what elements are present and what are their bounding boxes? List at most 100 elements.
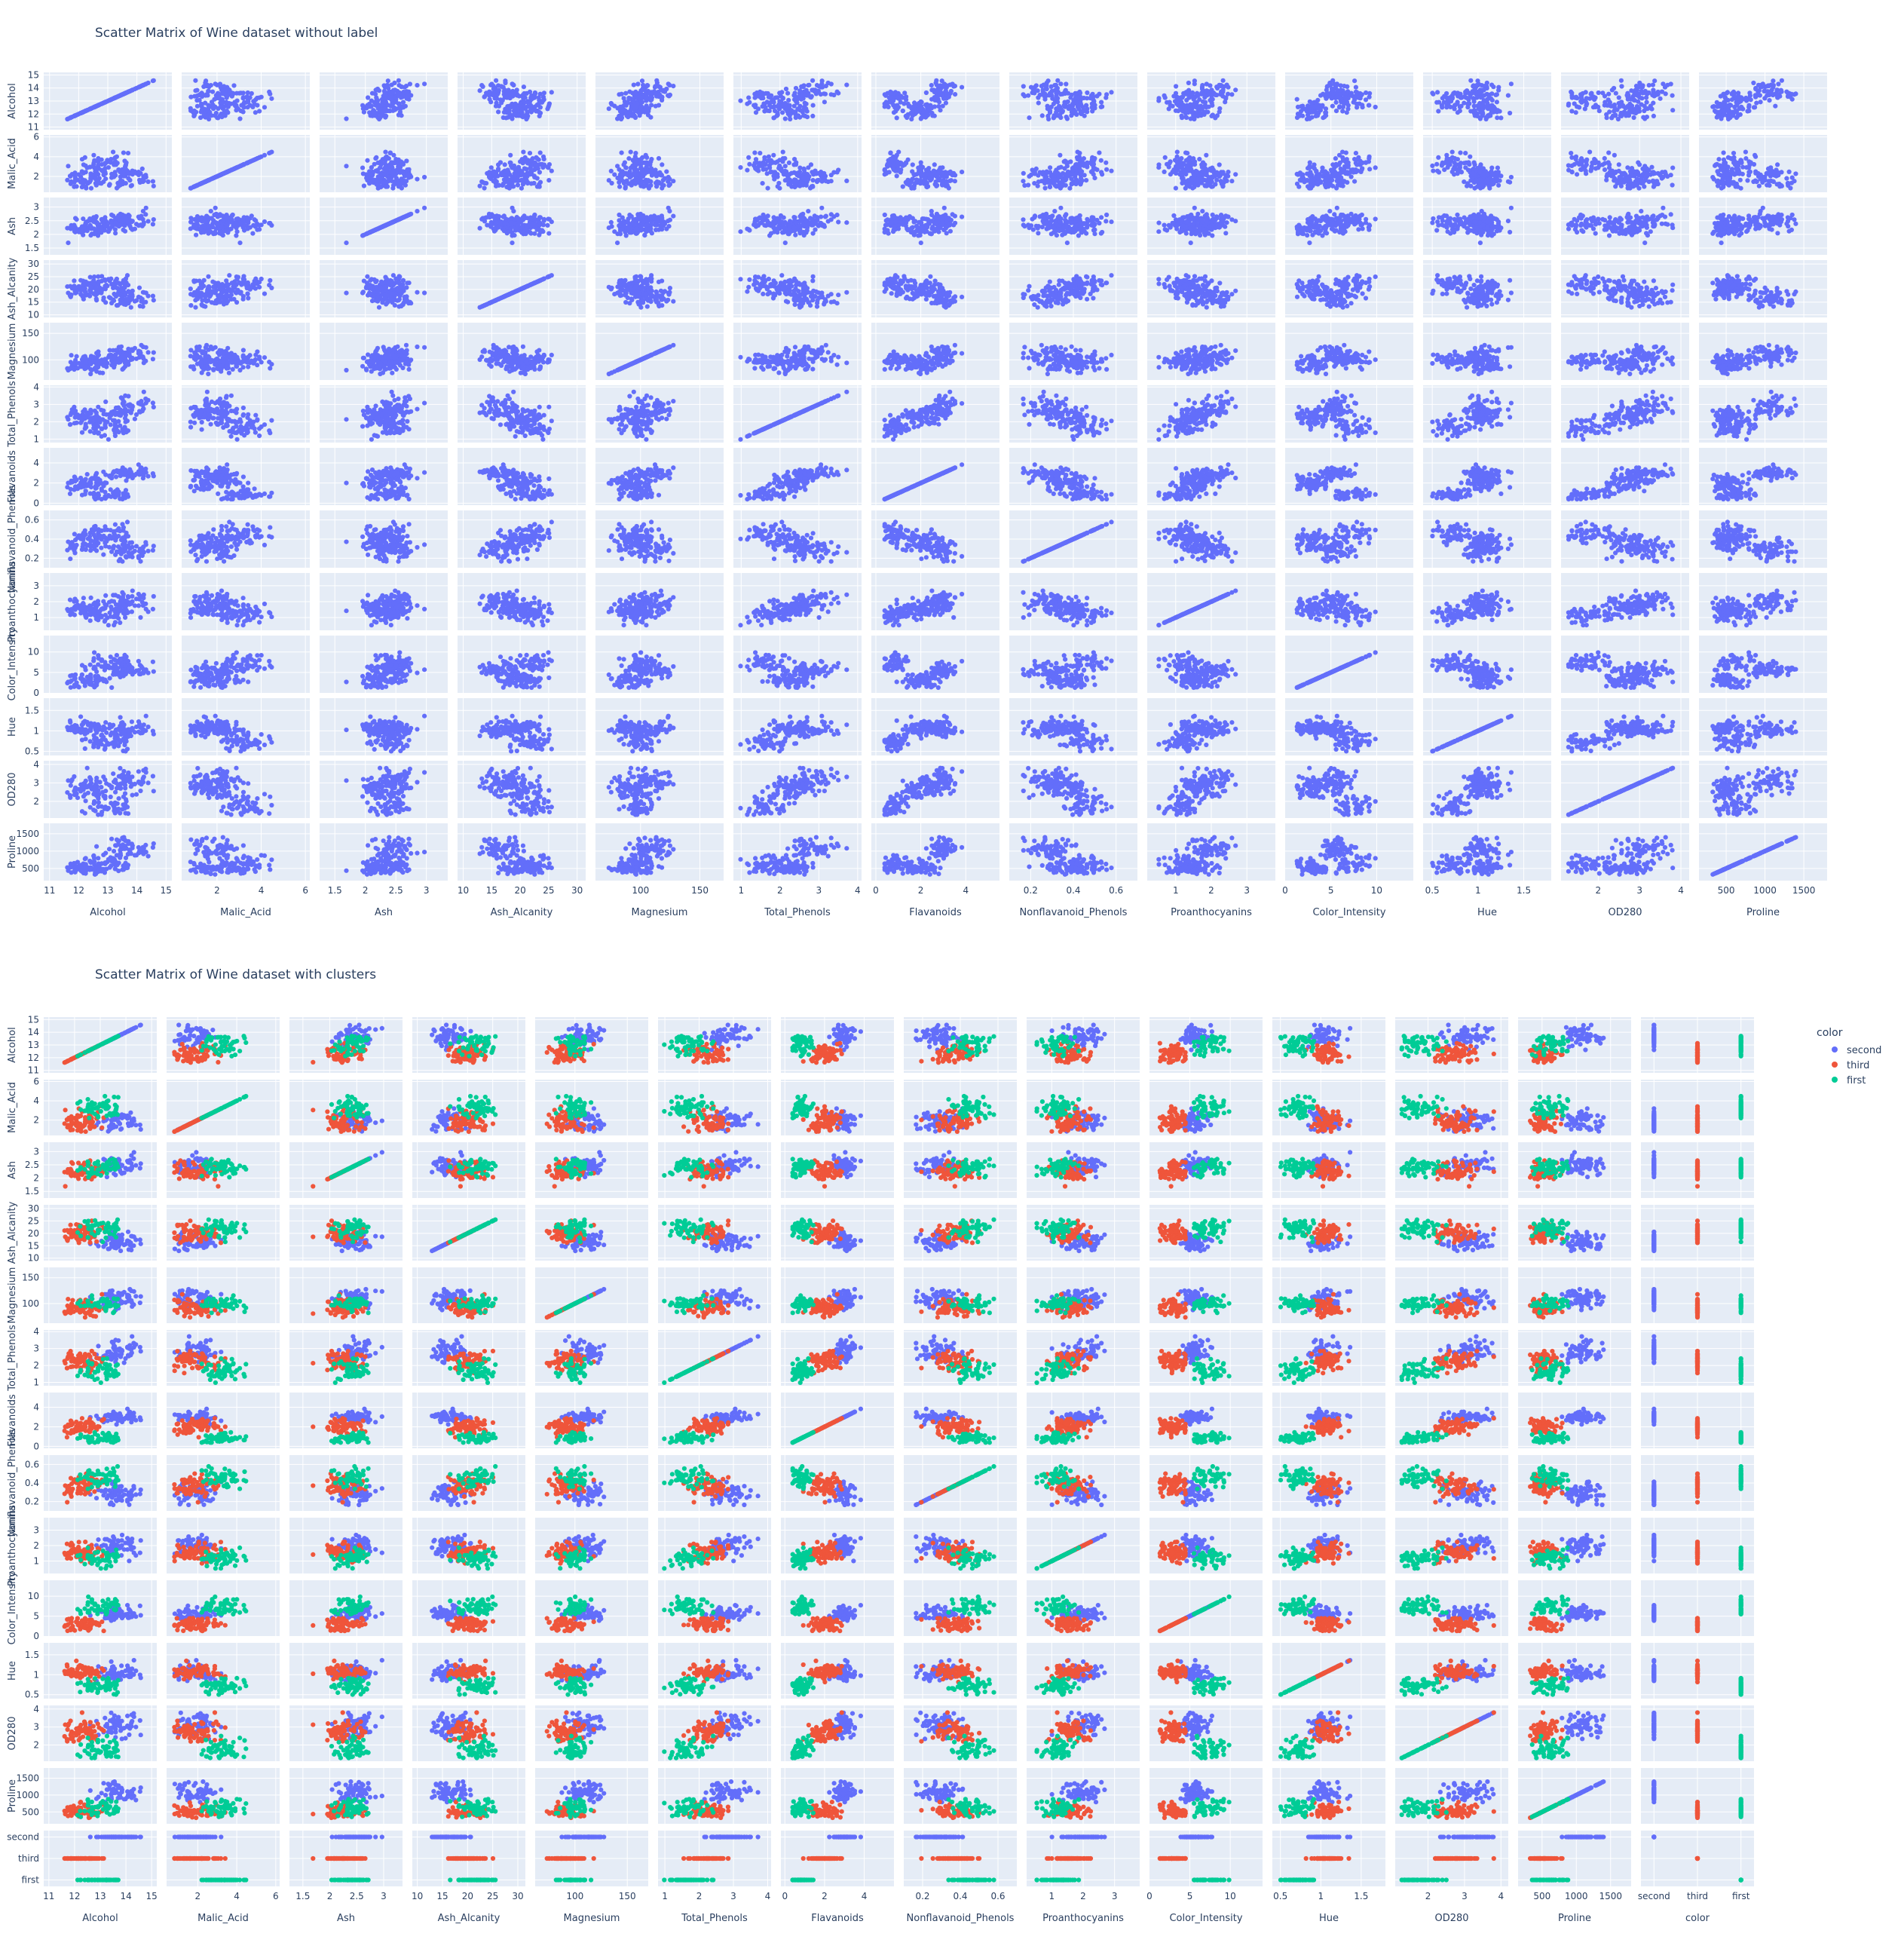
data-point-wine	[934, 78, 938, 83]
data-point-wine	[610, 103, 614, 107]
data-point-wine	[1054, 110, 1058, 115]
data-point-wine	[760, 90, 764, 95]
data-point-wine	[911, 109, 915, 114]
data-point-wine	[1229, 92, 1234, 97]
data-point-wine	[511, 83, 516, 87]
data-point-wine	[775, 95, 779, 100]
data-point-wine	[805, 109, 810, 114]
data-point-wine	[1063, 91, 1067, 96]
data-point-wine	[1195, 112, 1199, 116]
data-point-wine	[501, 115, 506, 120]
data-point-wine	[508, 96, 513, 100]
data-point-wine	[1327, 83, 1332, 87]
data-point-wine	[1176, 109, 1180, 113]
data-point-wine	[508, 105, 513, 109]
data-point-wine	[1174, 102, 1179, 106]
data-point-wine	[1221, 78, 1226, 83]
data-point-wine	[671, 84, 675, 88]
data-point-wine	[781, 96, 785, 100]
data-point-wine	[1296, 112, 1300, 116]
data-point-wine	[199, 110, 204, 115]
data-point-wine	[782, 104, 786, 109]
data-point-wine	[660, 98, 664, 103]
data-point-wine	[1034, 83, 1039, 87]
data-point-wine	[194, 88, 199, 93]
data-point-wine	[620, 92, 624, 97]
data-point-wine	[497, 88, 501, 93]
data-point-wine	[488, 83, 493, 87]
subplot-Alcohol-vs-Ash_Alcanity	[458, 72, 586, 130]
data-point-wine	[889, 90, 894, 95]
data-point-wine	[225, 110, 230, 115]
data-point-wine	[1354, 85, 1358, 90]
data-point-wine	[617, 114, 622, 118]
data-point-wine	[513, 102, 518, 106]
data-point-wine	[1200, 87, 1205, 91]
data-point-wine	[133, 87, 137, 91]
data-point-wine	[814, 91, 819, 96]
data-point-wine	[844, 83, 849, 87]
data-point-wine	[375, 87, 380, 91]
data-point-wine	[188, 109, 193, 113]
data-point-wine	[911, 104, 916, 109]
data-point-wine	[391, 105, 396, 109]
data-point-wine	[1186, 81, 1191, 85]
data-point-wine	[221, 91, 225, 96]
data-point-wine	[478, 88, 482, 93]
data-point-wine	[810, 87, 814, 92]
data-point-wine	[512, 109, 516, 113]
data-point-wine	[745, 102, 749, 106]
data-point-wine	[494, 78, 498, 83]
data-point-wine	[392, 81, 396, 85]
data-point-wine	[762, 109, 767, 113]
data-point-wine	[525, 91, 529, 96]
data-point-wine	[1090, 109, 1094, 113]
data-point-wine	[918, 106, 923, 111]
data-point-wine	[125, 90, 130, 94]
data-point-wine	[405, 94, 409, 99]
data-point-wine	[626, 100, 630, 105]
data-point-wine	[893, 90, 898, 94]
data-point-wine	[1085, 90, 1089, 95]
data-point-wine	[1064, 100, 1069, 105]
data-point-wine	[640, 100, 644, 105]
data-point-wine	[925, 103, 929, 107]
data-point-wine	[644, 99, 648, 103]
data-point-wine	[783, 116, 788, 121]
data-point-wine	[262, 105, 267, 109]
data-point-wine	[503, 95, 507, 100]
data-point-wine	[649, 103, 654, 107]
data-point-wine	[231, 91, 235, 96]
data-point-wine	[1085, 106, 1089, 111]
data-point-wine	[1323, 93, 1327, 97]
data-point-wine	[369, 99, 374, 103]
data-point-wine	[1226, 85, 1230, 90]
data-point-wine	[534, 109, 538, 113]
data-point-wine	[520, 110, 525, 115]
data-point-wine	[940, 78, 944, 83]
data-point-wine	[794, 95, 798, 100]
data-point-wine	[831, 93, 836, 97]
data-point-wine	[385, 83, 390, 87]
data-point-wine	[786, 98, 791, 103]
data-point-wine	[511, 112, 516, 117]
data-point-wine	[1199, 90, 1204, 95]
data-point-wine	[926, 112, 930, 117]
data-point-wine	[1201, 110, 1206, 115]
data-point-wine	[396, 112, 401, 117]
data-point-wine	[753, 103, 758, 107]
data-point-wine	[822, 91, 826, 96]
data-point-wine	[929, 83, 934, 87]
data-point-wine	[496, 109, 500, 114]
data-point-wine	[1309, 100, 1314, 105]
data-point-wine	[898, 100, 903, 105]
data-point-wine	[538, 105, 543, 109]
data-point-wine	[1330, 104, 1335, 109]
data-point-wine	[1055, 78, 1060, 83]
data-point-wine	[803, 93, 807, 97]
data-point-wine	[626, 96, 631, 100]
data-point-wine	[378, 115, 383, 119]
data-point-wine	[1295, 97, 1299, 102]
subplot-Alcohol-vs-Proanthocyanins	[1147, 72, 1275, 130]
